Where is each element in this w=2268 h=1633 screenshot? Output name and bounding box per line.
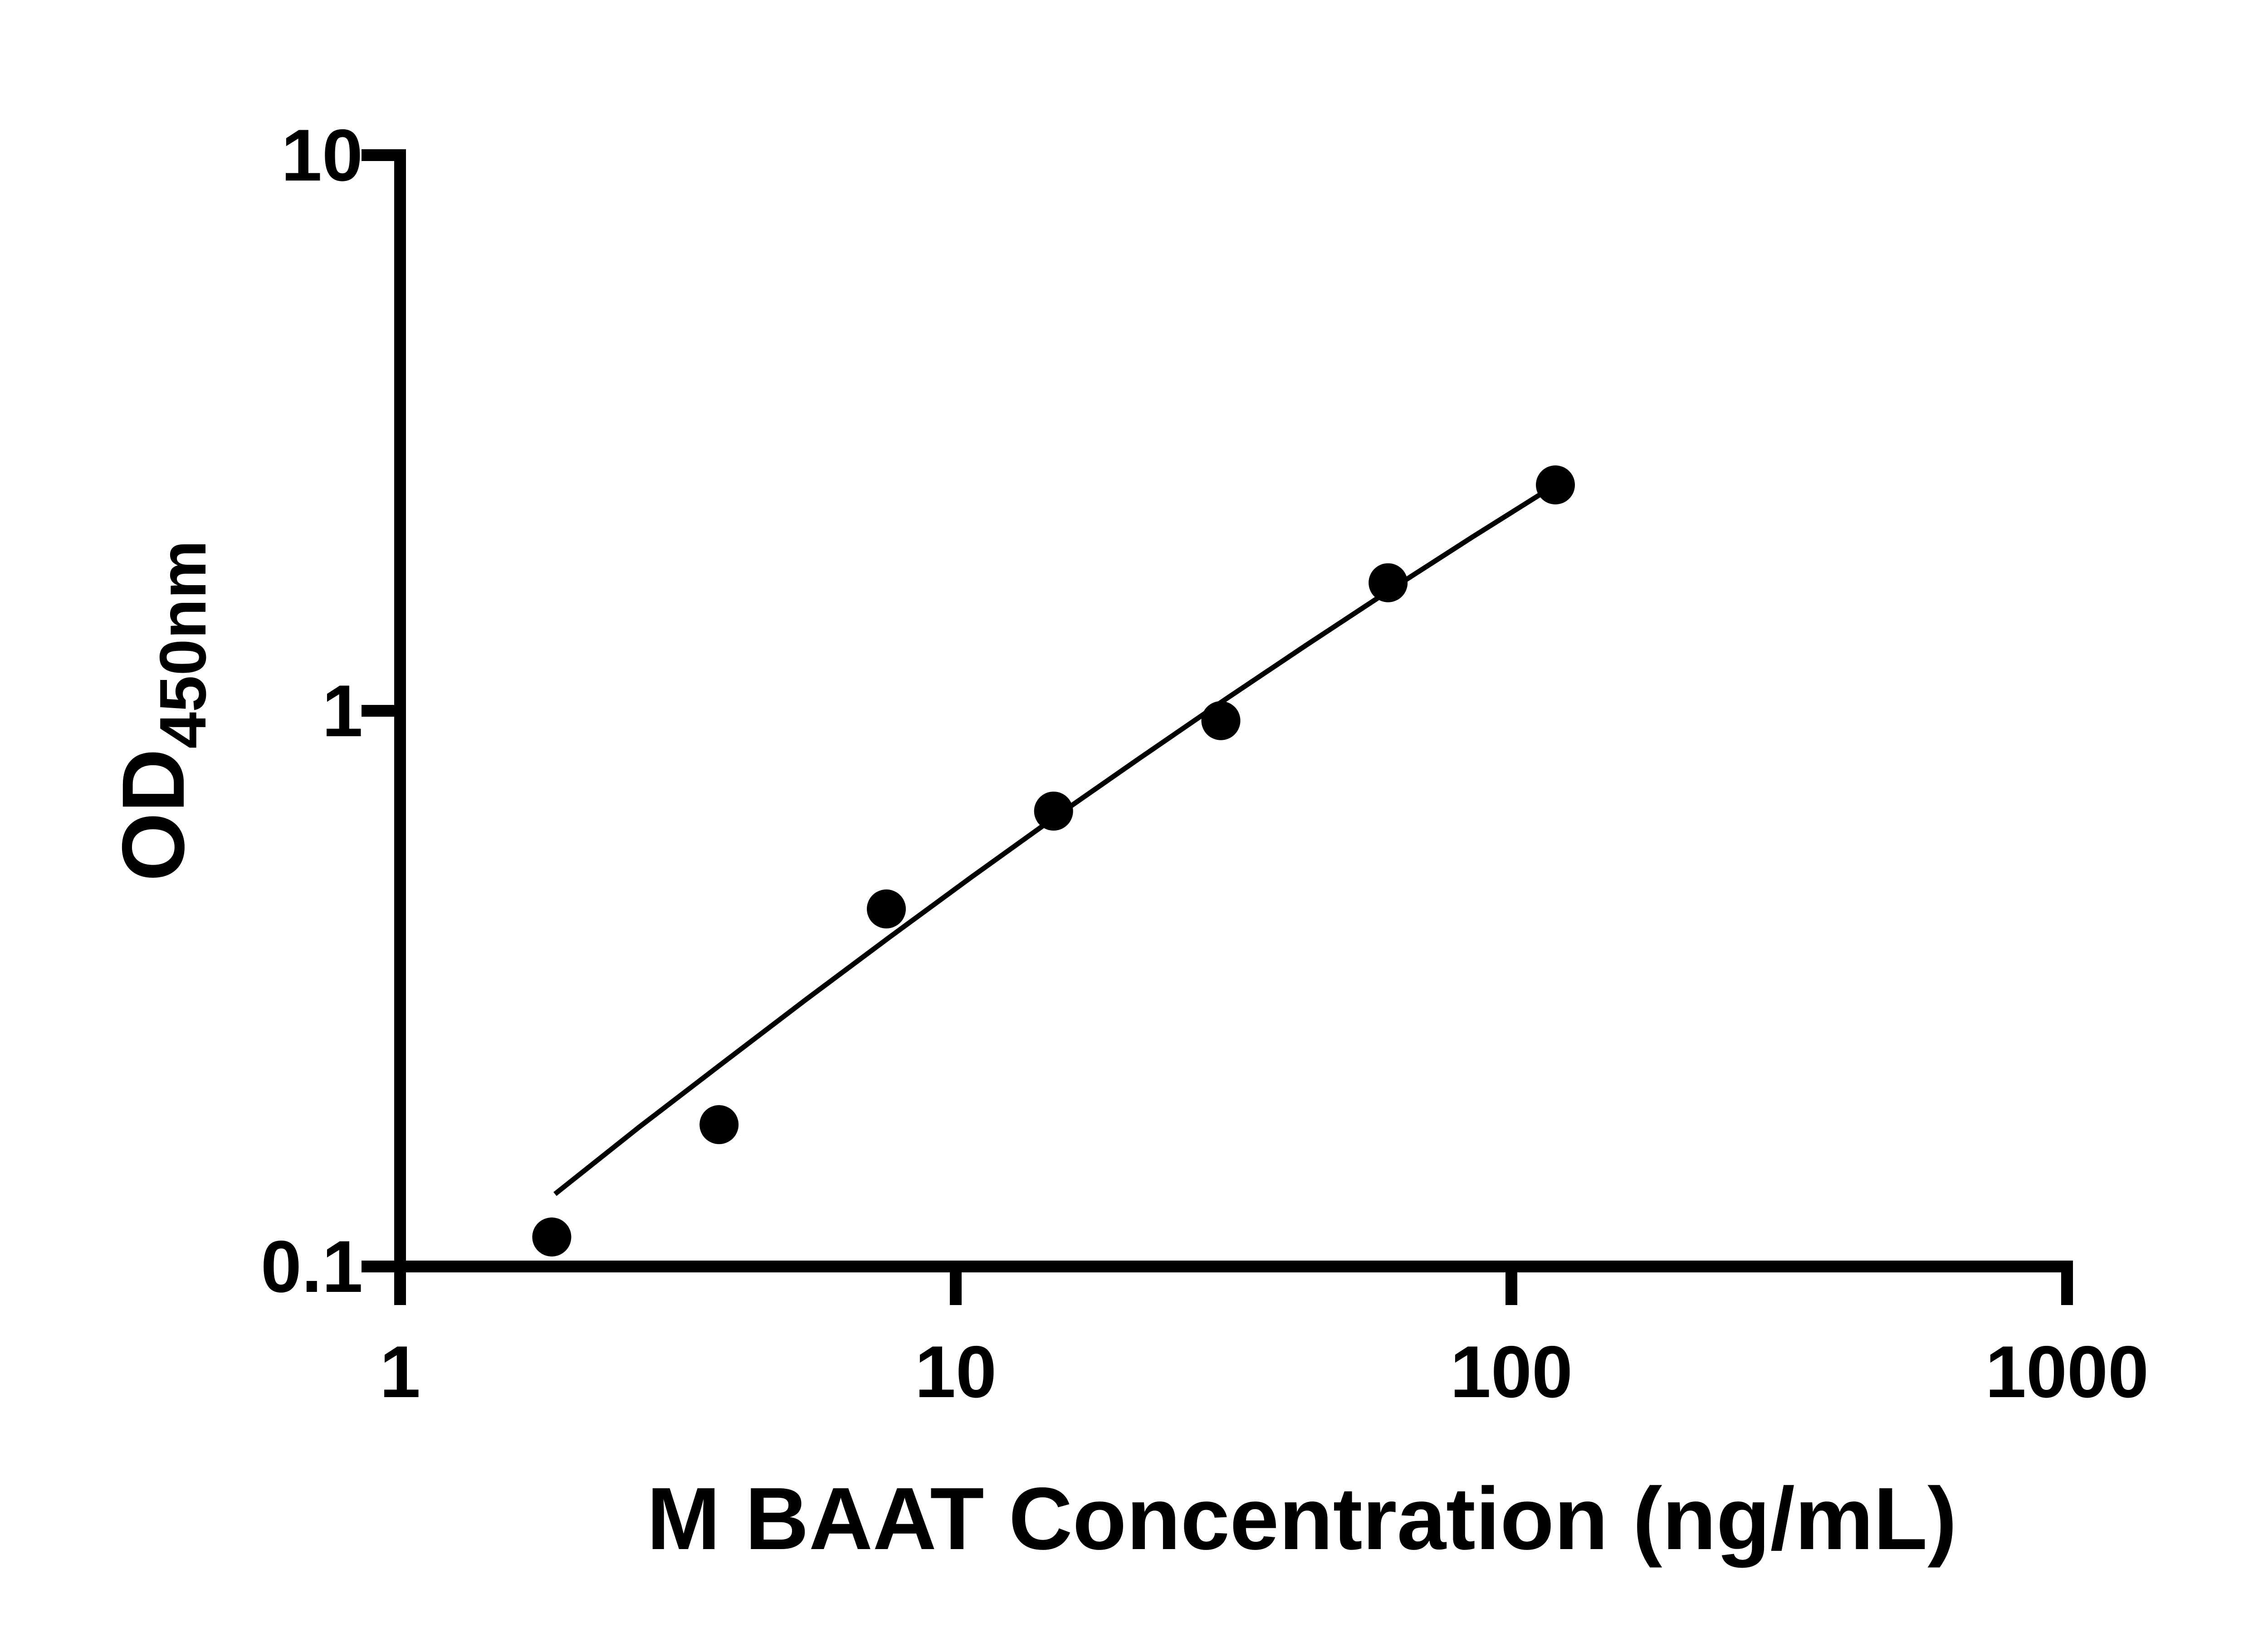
data-point xyxy=(867,889,906,929)
data-point xyxy=(699,1105,739,1144)
data-point xyxy=(1034,792,1073,831)
x-tick-label: 10 xyxy=(915,1331,997,1413)
data-point xyxy=(1201,701,1241,740)
x-tick-label: 1 xyxy=(380,1331,420,1413)
y-tick-label: 1 xyxy=(322,670,363,752)
data-point xyxy=(1369,563,1408,602)
data-point xyxy=(1536,465,1575,504)
svg-text:OD450nm: OD450nm xyxy=(104,540,220,881)
x-tick-label: 1000 xyxy=(1985,1331,2149,1413)
y-tick-label: 0.1 xyxy=(261,1226,363,1308)
data-point xyxy=(532,1217,572,1257)
x-axis-title: M BAAT Concentration (ng/mL) xyxy=(647,1469,1957,1568)
x-tick-label: 100 xyxy=(1450,1331,1573,1413)
y-axis-title: OD450nm xyxy=(104,540,220,881)
y-tick-label: 10 xyxy=(281,114,363,196)
